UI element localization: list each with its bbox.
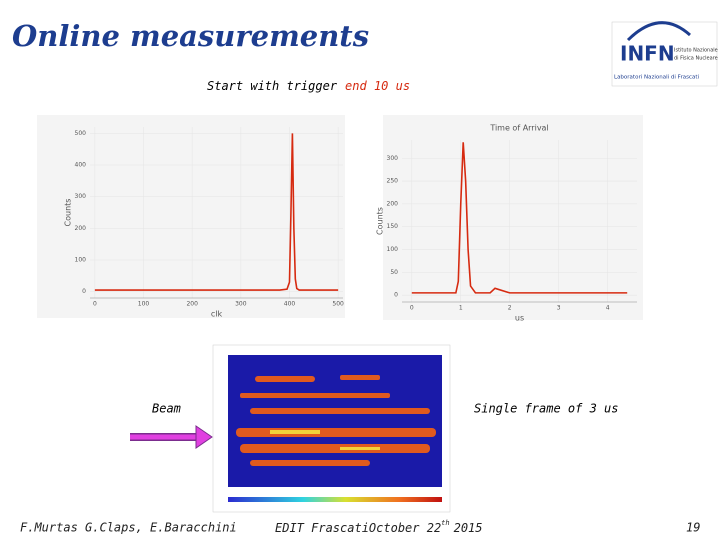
x-axis-label: us xyxy=(515,314,524,323)
y-tick-label: 400 xyxy=(75,162,87,169)
x-tick-label: 2 xyxy=(508,305,512,312)
subtitle-highlight: end 10 us xyxy=(345,79,410,93)
data-line xyxy=(94,133,339,291)
x-tick-label: 300 xyxy=(235,301,247,308)
footer-event-name: EDIT Frascati xyxy=(275,521,369,535)
y-tick-label: 100 xyxy=(75,257,87,264)
footer-event: EDIT FrascatiOctober 22th 2015 xyxy=(275,519,483,535)
y-tick-label: 200 xyxy=(387,200,399,207)
logo: INFN Istituto Nazionale di Fisica Nuclea… xyxy=(611,21,718,87)
heatmap-image xyxy=(212,344,451,513)
logo-line: di Fisica Nucleare xyxy=(674,56,718,62)
heatmap-blobs xyxy=(236,375,436,466)
x-tick-label: 0 xyxy=(410,305,414,312)
y-tick-label: 150 xyxy=(387,223,399,230)
y-tick-label: 0 xyxy=(394,292,398,299)
x-tick-label: 1 xyxy=(459,305,463,312)
heatmap-hot xyxy=(270,430,380,450)
subtitle: Start with trigger end 10 us xyxy=(207,79,410,93)
y-tick-label: 500 xyxy=(75,130,87,137)
y-tick-label: 300 xyxy=(75,193,87,200)
chart-panel xyxy=(383,115,643,320)
y-tick-label: 200 xyxy=(75,225,87,232)
footer-date: 2015 xyxy=(454,521,483,535)
y-tick-label: 300 xyxy=(387,155,399,162)
logo-line: Istituto Nazionale xyxy=(674,48,718,54)
x-tick-label: 4 xyxy=(606,305,610,312)
y-tick-label: 50 xyxy=(390,269,398,276)
x-tick-label: 3 xyxy=(557,305,561,312)
beam-arrowhead xyxy=(195,425,213,449)
chart-title: Time of Arrival xyxy=(489,124,548,133)
x-axis-label: clk xyxy=(211,310,223,319)
y-tick-label: 100 xyxy=(387,246,399,253)
x-tick-label: 500 xyxy=(332,301,344,308)
heatmap-field xyxy=(228,355,442,487)
colorbar xyxy=(228,497,442,502)
footer-authors: F.Murtas G.Claps, E.Baracchini xyxy=(20,521,237,535)
x-tick-label: 100 xyxy=(138,301,150,308)
logo-frame xyxy=(611,21,718,87)
footer-date: October 22 xyxy=(369,521,441,535)
y-axis-label: Counts xyxy=(376,207,385,235)
logo-name: INFN xyxy=(620,42,675,66)
subtitle-lead: Start with trigger xyxy=(207,79,338,93)
logo-line: Laboratori Nazionali di Frascati xyxy=(614,75,699,81)
x-tick-label: 400 xyxy=(284,301,296,308)
beam-label: Beam xyxy=(152,402,181,416)
x-tick-label: 200 xyxy=(186,301,198,308)
x-tick-label: 0 xyxy=(93,301,97,308)
y-axis-label: Counts xyxy=(64,199,73,227)
footer-date-sup: th xyxy=(441,519,449,527)
slide-title: Online measurements xyxy=(12,19,369,53)
y-tick-label: 250 xyxy=(387,178,399,185)
page-number: 19 xyxy=(686,521,700,535)
logo-arc xyxy=(626,21,692,42)
y-tick-label: 0 xyxy=(82,288,86,295)
data-line xyxy=(411,142,628,294)
frame-label: Single frame of 3 us xyxy=(474,402,619,416)
